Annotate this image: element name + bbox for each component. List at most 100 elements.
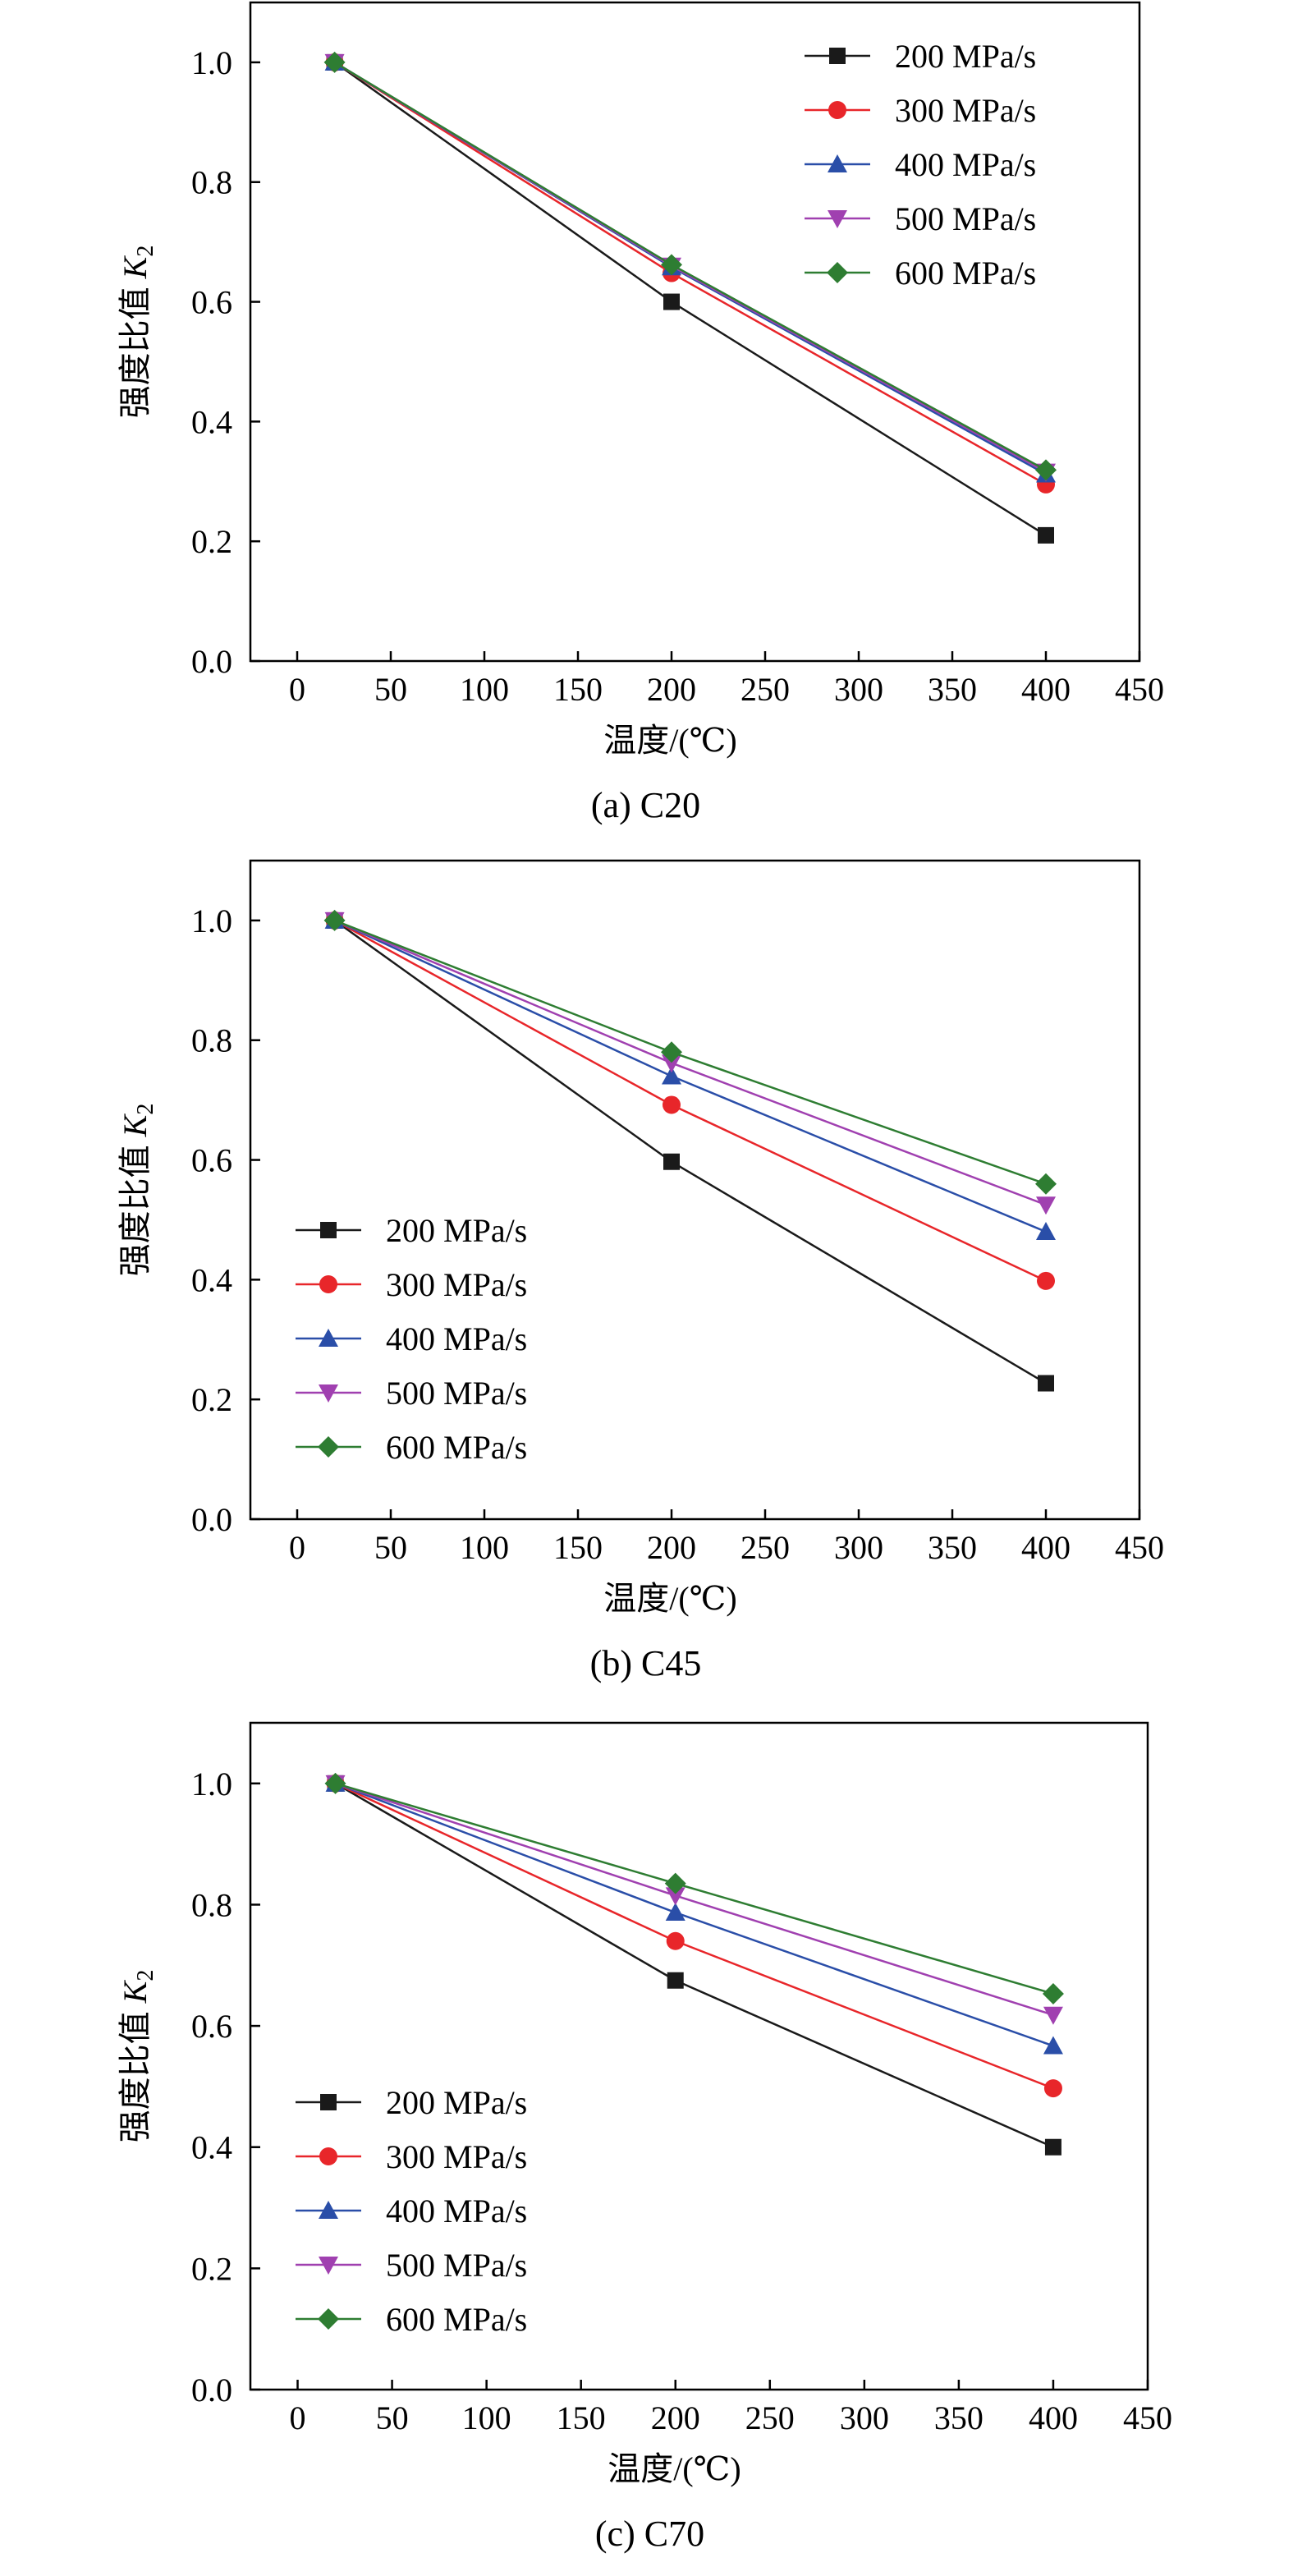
legend-marker	[318, 2308, 339, 2330]
data-point	[663, 1153, 680, 1170]
chart-panel-2: 0 50 100 150 200 250 300 350 400 450 0.0 0.2 0.4 0.6 0…	[117, 859, 1164, 1683]
data-point	[662, 1066, 681, 1085]
data-point	[323, 51, 346, 73]
plot-frame	[249, 859, 1141, 1521]
y-axis-title-symbol: K	[117, 1113, 154, 1137]
series-line-3	[335, 1782, 1054, 2047]
y-tick-label: 0.6	[191, 284, 232, 321]
legend-label: 400 MPa/s	[895, 146, 1036, 183]
chart-caption: (b) C45	[590, 1643, 702, 1683]
y-tick-label: 0.4	[191, 403, 232, 440]
series-line-3	[334, 919, 1047, 1233]
x-tick-label: 0	[289, 671, 305, 708]
x-tick-label: 300	[840, 2399, 889, 2436]
data-point	[666, 1931, 685, 1950]
data-point	[1037, 1271, 1055, 1290]
legend-label: 500 MPa/s	[386, 2247, 527, 2284]
y-tick-label: 0.8	[191, 1022, 232, 1059]
x-tick-label: 400	[1021, 1529, 1071, 1566]
data-point	[661, 1041, 682, 1063]
x-tick-label: 450	[1123, 2399, 1172, 2436]
y-axis-title-symbol: K	[117, 255, 154, 279]
y-axis-title: 强度比值 K2	[117, 1104, 158, 1277]
x-tick-label: 100	[462, 2399, 511, 2436]
x-tick-label: 50	[374, 1529, 407, 1566]
data-point	[1043, 2006, 1063, 2025]
legend-marker	[319, 1275, 337, 1293]
legend-marker	[319, 2201, 338, 2219]
y-tick-label: 0.6	[191, 1142, 232, 1179]
y-tick-label: 0.0	[191, 643, 232, 680]
data-point	[1035, 459, 1057, 481]
y-axis-title: 强度比值 K2	[117, 246, 158, 419]
x-tick-label: 400	[1029, 2399, 1078, 2436]
legend-label: 600 MPa/s	[386, 1429, 527, 1466]
legend-label: 500 MPa/s	[386, 1375, 527, 1412]
data-point	[1043, 2036, 1063, 2055]
y-tick-label: 1.0	[191, 44, 232, 81]
x-tick-label: 200	[647, 671, 696, 708]
legend-marker	[829, 48, 846, 64]
legend-marker	[319, 2257, 338, 2275]
x-tick-label: 400	[1021, 671, 1071, 708]
y-axis-title-subscript: 2	[133, 246, 158, 257]
legend-label: 400 MPa/s	[386, 1320, 527, 1357]
data-point	[1042, 1982, 1064, 2004]
x-tick-label: 300	[834, 1529, 883, 1566]
legend-label: 600 MPa/s	[386, 2301, 527, 2338]
y-axis-title-subscript: 2	[133, 1970, 158, 1981]
data-point	[1044, 2138, 1061, 2156]
x-axis-title: 温度/(℃)	[603, 722, 737, 759]
x-tick-label: 350	[928, 671, 977, 708]
x-tick-label: 250	[745, 2399, 795, 2436]
y-tick-label: 0.8	[191, 164, 232, 201]
y-tick-label: 0.2	[191, 523, 232, 560]
chart-panel-1: 0 50 100 150 200 250 300 350 400 450 0.0 0.2 0.4 0.6 0…	[117, 1, 1164, 825]
series-line-5	[334, 919, 1047, 1185]
y-tick-label: 0.2	[191, 2250, 232, 2287]
legend-marker	[318, 1436, 339, 1458]
series-line-4	[335, 1782, 1054, 2016]
legend-marker	[828, 154, 847, 172]
legend-marker	[319, 1384, 338, 1403]
data-point	[1036, 1222, 1056, 1241]
data-point	[1036, 1196, 1056, 1215]
data-point	[663, 293, 680, 310]
legend-marker	[828, 210, 847, 228]
data-point	[1035, 1173, 1057, 1195]
x-tick-label: 100	[460, 671, 509, 708]
data-point	[1043, 2079, 1062, 2098]
data-point	[323, 909, 346, 931]
data-point	[661, 254, 682, 276]
x-tick-label: 250	[740, 1529, 790, 1566]
data-point	[664, 1872, 686, 1894]
series-line-2	[335, 1782, 1054, 2090]
y-tick-label: 0.0	[191, 1501, 232, 1538]
x-tick-label: 100	[460, 1529, 509, 1566]
x-tick-label: 0	[289, 1529, 305, 1566]
legend-marker	[827, 262, 848, 283]
y-axis-title-subscript: 2	[133, 1104, 158, 1115]
legend-marker	[828, 101, 846, 119]
legend-label: 200 MPa/s	[386, 1212, 527, 1249]
legend-label: 300 MPa/s	[895, 92, 1036, 129]
x-tick-label: 350	[928, 1529, 977, 1566]
legend-label: 300 MPa/s	[386, 2138, 527, 2175]
plot-frame	[249, 1, 1141, 663]
y-tick-label: 1.0	[191, 1766, 232, 1802]
data-point	[1038, 526, 1054, 544]
y-tick-label: 0.0	[191, 2372, 232, 2408]
legend-label: 200 MPa/s	[386, 2084, 527, 2121]
x-tick-label: 450	[1115, 671, 1164, 708]
y-tick-label: 1.0	[191, 902, 232, 939]
y-tick-label: 0.6	[191, 2008, 232, 2045]
y-axis-title-symbol: K	[117, 1979, 154, 2004]
legend-label: 600 MPa/s	[895, 255, 1036, 292]
x-tick-label: 250	[740, 671, 790, 708]
data-point	[665, 1903, 685, 1922]
series-line-1	[333, 919, 1047, 1384]
legend-label: 200 MPa/s	[895, 38, 1036, 75]
y-tick-label: 0.8	[191, 1886, 232, 1923]
x-tick-label: 200	[651, 2399, 700, 2436]
